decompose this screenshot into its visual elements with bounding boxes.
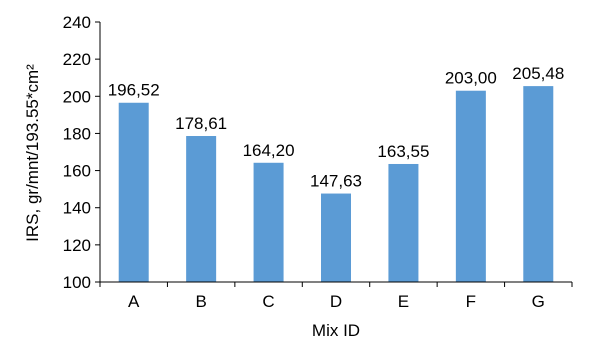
y-tick-label: 140 (63, 199, 91, 218)
y-tick-label: 120 (63, 236, 91, 255)
value-label-D: 147,63 (310, 172, 362, 191)
bar-E (388, 163, 419, 282)
x-tick-label-A: A (128, 292, 140, 311)
bar-G (523, 86, 554, 282)
x-tick-label-E: E (398, 292, 409, 311)
bar-F (455, 90, 486, 282)
value-label-C: 164,20 (243, 141, 295, 160)
x-tick-label-G: G (532, 292, 545, 311)
bar-B (186, 136, 217, 282)
value-label-A: 196,52 (108, 81, 160, 100)
y-tick-label: 200 (63, 87, 91, 106)
y-axis-label: IRS, gr/mnt/193.55*cm² (23, 64, 42, 242)
y-tick-label: 240 (63, 13, 91, 32)
value-label-G: 205,48 (512, 64, 564, 83)
x-tick-label-B: B (195, 292, 206, 311)
bar-D (321, 193, 351, 282)
bars (118, 86, 554, 283)
y-tick-label: 100 (63, 273, 91, 292)
value-label-B: 178,61 (175, 114, 227, 133)
x-tick-label-F: F (466, 292, 476, 311)
y-axis-ticks: 100 120 140 160 180 200 220 240 (63, 13, 100, 292)
bar-C (253, 162, 284, 282)
y-tick-label: 160 (63, 162, 91, 181)
bar-A (118, 102, 149, 283)
value-label-E: 163,55 (377, 142, 429, 161)
x-axis-ticks: A B C D E F G (99, 282, 573, 311)
value-label-F: 203,00 (445, 69, 497, 88)
y-tick-label: 220 (63, 50, 91, 69)
y-tick-label: 180 (63, 124, 91, 143)
x-tick-label-C: C (262, 292, 274, 311)
x-axis-label: Mix ID (312, 321, 360, 340)
x-tick-label-D: D (330, 292, 342, 311)
value-labels: 196,52 178,61 164,20 147,63 163,55 203,00 205,… (108, 64, 565, 190)
